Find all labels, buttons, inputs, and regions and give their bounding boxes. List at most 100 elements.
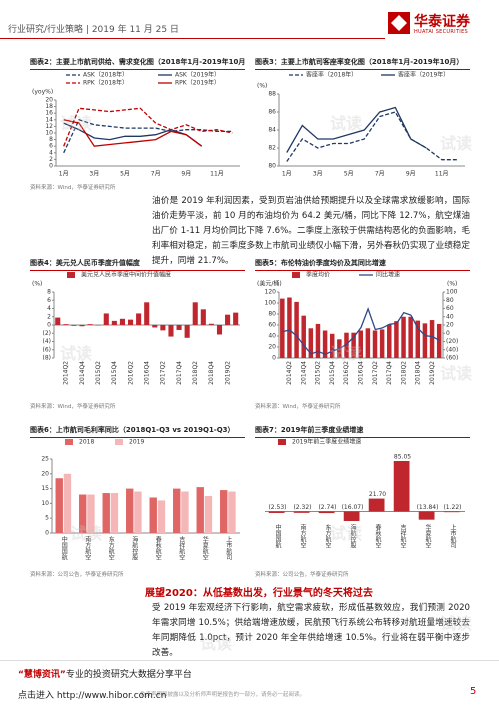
bar — [372, 330, 378, 358]
figure-title: 图表4：美元兑人民币季度升值幅度 — [30, 258, 245, 271]
x-tick-label: 2016Q4 — [144, 361, 151, 385]
y-tick-label: 0 — [49, 163, 53, 170]
bar — [351, 332, 356, 358]
bar — [329, 333, 335, 358]
y-tick-label: 0 — [45, 530, 49, 537]
chart: 中国国航 南方航空 东方航空 海航控股 春秋航空 吉祥航空 华夏航空 上市航司 (2.53) (2… — [265, 438, 465, 549]
x-tick-label: 1月 — [59, 171, 69, 178]
x-tick-label: 2014Q2 — [286, 361, 293, 385]
x-tick-label: 南方航空 — [299, 523, 306, 548]
bar — [200, 309, 206, 325]
figure-label: 图表3： — [255, 58, 281, 66]
bar — [110, 493, 119, 533]
bar — [294, 301, 299, 358]
bar — [216, 325, 223, 335]
bar — [344, 332, 349, 358]
source: 资料来源：公司公告，华泰证券研究所 — [255, 572, 349, 578]
figure-text: 主要上市航司客座率变化图（2018年1月-2019年10月） — [280, 58, 464, 66]
legend-label: 季度均价 — [306, 271, 330, 279]
watermark: 试读 — [200, 634, 233, 653]
y-tick-label: 20 — [268, 344, 276, 351]
legend-label: 2019 — [129, 439, 144, 446]
legend-label: 同比增速 — [376, 271, 400, 279]
y-tick-label: 8 — [47, 289, 51, 296]
y-axis-label: (美元/桶) — [257, 280, 282, 288]
y-tick-label: 4 — [47, 305, 51, 312]
x-tick-label: 中国国航 — [274, 523, 281, 549]
bar — [368, 498, 385, 512]
logo-en: HUATAI SECURITIES — [414, 29, 468, 35]
x-tick-label: 2017Q4 — [386, 361, 393, 385]
bar — [408, 316, 413, 358]
x-tick-label: 3月 — [313, 171, 323, 178]
bar — [429, 320, 435, 358]
bar — [55, 478, 63, 533]
y-tick-label: 20 — [41, 470, 49, 477]
y2-tick-label: 80 — [446, 297, 454, 304]
data-label: (2.53) — [268, 504, 286, 511]
y-tick-label: 20 — [45, 97, 53, 104]
x-tick-label: 南方航空 — [84, 535, 91, 560]
bar — [176, 325, 182, 330]
x-tick-label: 上市航司 — [449, 523, 456, 548]
x-tick-label: 海航控股 — [131, 535, 138, 561]
data-label: 85.05 — [394, 454, 411, 461]
chart: (美元/桶) (%)020406080100120(60)(40)(20)0204… — [257, 271, 458, 385]
paragraph: 油价是 2019 年利润因素，受到页岩油供给预期提升以及全球需求放缓影响，国际油… — [152, 196, 470, 266]
x-tick-label: 华夏航空 — [201, 535, 208, 560]
y-tick-label: 0 — [272, 355, 276, 362]
data-label: (13.84) — [417, 504, 439, 511]
paragraph: 受 2019 年宏观经济下行影响，航空需求疲软，形成低基数效应，我们预测 202… — [152, 603, 470, 658]
x-tick-label: 2019Q2 — [224, 361, 231, 385]
x-tick-label: 2014Q4 — [300, 361, 307, 385]
bar — [144, 302, 150, 325]
watermark: 试读 — [440, 134, 473, 153]
y-tick-label: 2 — [47, 313, 51, 320]
y-tick-label: (4) — [43, 338, 52, 345]
y-tick-label: 40 — [268, 333, 276, 340]
x-tick-label: 2017Q4 — [176, 361, 183, 385]
bar — [79, 494, 87, 533]
bar — [422, 323, 428, 358]
figure-label: 图表5： — [255, 259, 281, 267]
y-tick-label: 8 — [49, 136, 53, 143]
footer-brand: “慧博资讯” — [18, 670, 66, 680]
x-tick-label: 11月 — [435, 171, 449, 178]
bar — [280, 298, 285, 358]
x-tick-label: 2018Q4 — [208, 361, 215, 385]
legend-label: ASK（2018年） — [83, 71, 128, 79]
y-tick-label: 88 — [268, 91, 276, 98]
x-tick-label: 2014Q4 — [79, 361, 86, 385]
y-axis-label: (%) — [32, 281, 42, 288]
y2-tick-label: 40 — [446, 313, 454, 320]
bar — [233, 312, 239, 325]
y-tick-label: 120 — [265, 289, 277, 296]
x-tick-label: 3月 — [89, 171, 99, 178]
bar — [87, 324, 93, 325]
x-tick-label: 1月 — [282, 171, 292, 178]
x-tick-label: 9月 — [406, 171, 416, 178]
footer-link[interactable]: 点击进入 http://www.hibor.com.cn — [18, 691, 167, 701]
y-tick-label: 10 — [41, 500, 49, 507]
figure-label: 图表6： — [30, 426, 56, 434]
x-tick-label: 2017Q2 — [372, 361, 379, 385]
watermark: 试读 — [330, 344, 363, 363]
x-tick-label: 11月 — [210, 171, 224, 178]
bar — [181, 491, 189, 533]
bar — [149, 497, 157, 533]
legend-swatch — [67, 272, 75, 278]
section-heading: 展望2020：从低基数出发，行业景气的冬天将过去 — [145, 588, 373, 599]
figure-title: 图表3：主要上市航司客座率变化图（2018年1月-2019年10月） — [255, 57, 470, 70]
bar — [103, 313, 109, 325]
x-tick-label: 2015Q4 — [329, 361, 336, 385]
bar — [394, 321, 399, 358]
y2-axis-label: (%) — [447, 281, 457, 288]
footer-disclaimer: 免责声明和披露以及分析师声明是报告的一部分，请务必一起阅读。 — [140, 692, 306, 698]
y-tick-label: 6 — [49, 143, 53, 150]
logo-cn: 华泰证券 — [414, 14, 470, 30]
y-tick-label: 80 — [268, 311, 276, 318]
legend-label: 2018 — [79, 439, 94, 446]
figure-text: 布伦特油价季度均价及其同比增速 — [280, 259, 386, 267]
